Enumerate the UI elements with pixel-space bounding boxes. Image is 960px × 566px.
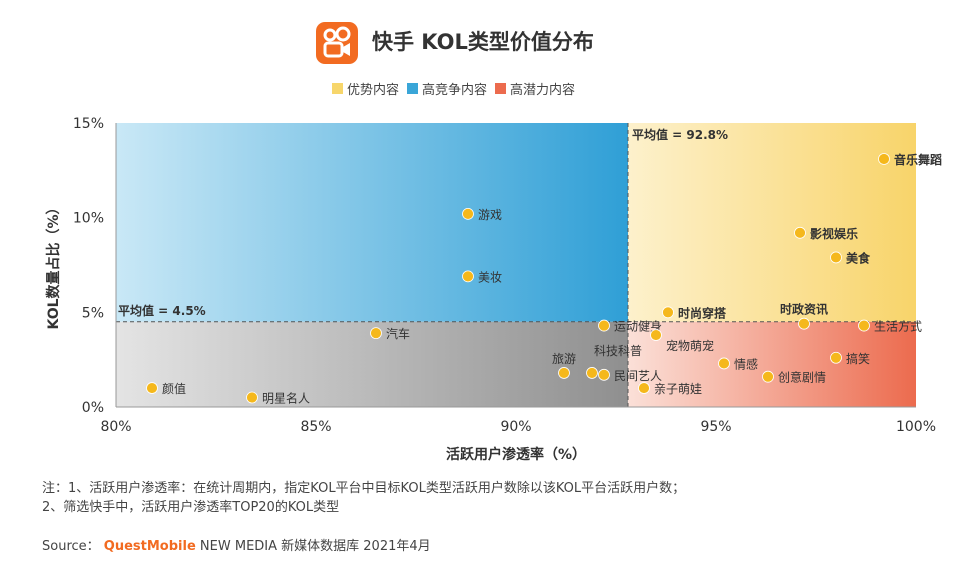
y-tick-label: 15% — [73, 116, 104, 132]
data-point — [858, 319, 870, 332]
data-label: 时政资讯 — [780, 302, 828, 317]
legend-item-competitive: 高竞争内容 — [407, 79, 487, 98]
data-label: 科技科普 — [594, 344, 642, 358]
data-label: 美妆 — [478, 270, 502, 284]
data-point — [598, 319, 610, 332]
data-point — [246, 391, 258, 404]
data-point — [146, 382, 158, 394]
data-point — [830, 251, 842, 264]
legend-label: 优势内容 — [347, 82, 400, 98]
quadrant-advantage — [628, 123, 916, 322]
source-line: Source： QuestMobile NEW MEDIA 新媒体数据库 202… — [42, 535, 431, 554]
legend-item-advantage: 优势内容 — [332, 79, 399, 98]
reference-label-x: 平均值 = 92.8% — [632, 127, 728, 142]
x-tick-label: 100% — [896, 419, 936, 435]
source-suffix: NEW MEDIA 新媒体数据库 2021年4月 — [199, 539, 431, 554]
x-tick-label: 85% — [300, 419, 331, 435]
data-point — [798, 317, 810, 330]
data-point — [558, 367, 570, 379]
data-label: 旅游 — [552, 352, 576, 366]
legend: 优势内容 高竞争内容 高潜力内容 — [332, 78, 583, 98]
data-label: 汽车 — [386, 326, 410, 341]
data-label: 生活方式 — [874, 319, 922, 334]
legend-swatch — [407, 82, 419, 94]
data-label: 搞笑 — [846, 351, 870, 366]
x-tick-label: 80% — [100, 419, 131, 435]
data-label: 运动健身 — [614, 319, 662, 334]
y-tick-label: 0% — [82, 400, 104, 416]
legend-label: 高潜力内容 — [510, 82, 576, 98]
footnote-line: 2、筛选快手中，活跃用户渗透率TOP20的KOL类型 — [42, 500, 340, 515]
data-label: 创意剧情 — [778, 370, 826, 385]
data-label: 情感 — [734, 356, 758, 371]
legend-item-potential: 高潜力内容 — [495, 79, 575, 98]
legend-swatch — [495, 82, 507, 94]
title-row: 快手 KOL类型价值分布 — [0, 22, 960, 66]
data-label: 明星名人 — [262, 391, 310, 406]
quadrant-high-competition — [116, 123, 628, 322]
data-label: 影视娱乐 — [810, 226, 858, 241]
footnotes: 注：1、活跃用户渗透率：在统计周期内，指定KOL平台中目标KOL类型活跃用户数除… — [42, 479, 685, 517]
data-point — [598, 368, 610, 381]
data-point — [370, 327, 382, 340]
data-point — [718, 357, 730, 370]
x-axis-title: 活跃用户渗透率（%） — [446, 446, 586, 463]
source-brand: QuestMobile — [103, 539, 196, 554]
data-label: 宠物萌宠 — [666, 338, 714, 353]
data-label: 民间艺人 — [614, 369, 662, 383]
data-point — [762, 370, 774, 383]
data-point — [830, 351, 842, 364]
data-point — [586, 367, 598, 379]
data-label: 美食 — [846, 250, 871, 265]
y-tick-label: 5% — [82, 305, 104, 321]
y-axis-title: KOL数量占比（%） — [45, 200, 62, 329]
kuaishou-logo-icon — [316, 22, 358, 64]
data-label: 游戏 — [478, 208, 502, 222]
data-point — [462, 270, 474, 283]
data-label: 颜值 — [162, 381, 186, 396]
x-tick-label: 95% — [700, 419, 731, 435]
reference-label-y: 平均值 = 4.5% — [118, 303, 206, 318]
legend-label: 高竞争内容 — [422, 82, 488, 98]
data-label: 音乐舞蹈 — [894, 152, 942, 167]
quadrant-high-potential — [628, 321, 916, 407]
data-point — [878, 153, 890, 165]
page-title: 快手 KOL类型价值分布 — [372, 30, 594, 54]
y-tick-label: 10% — [73, 211, 104, 227]
data-point — [638, 382, 650, 394]
data-point — [462, 207, 474, 220]
data-label: 时尚穿搭 — [678, 305, 727, 320]
source-prefix: Source： — [42, 539, 100, 554]
data-point — [662, 306, 674, 319]
x-tick-label: 90% — [500, 419, 531, 435]
data-point — [794, 226, 806, 239]
footnote-line: 注：1、活跃用户渗透率：在统计周期内，指定KOL平台中目标KOL类型活跃用户数除… — [42, 481, 686, 496]
data-label: 亲子萌娃 — [654, 382, 702, 396]
scatter-chart: 平均值 = 92.8% 平均值 = 4.5% 80% 85% 90% 95% 100% 0%… — [45, 116, 942, 463]
legend-swatch — [332, 82, 343, 94]
data-point — [650, 329, 662, 341]
